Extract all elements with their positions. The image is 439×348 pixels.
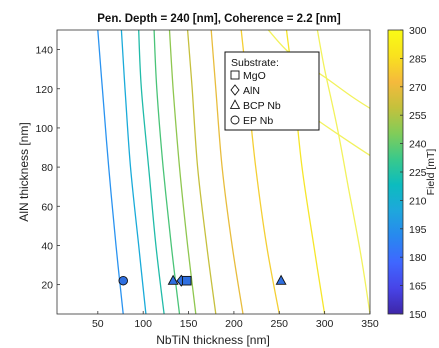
legend-label: BCP Nb xyxy=(243,100,281,112)
data-markers xyxy=(118,274,287,287)
plot-area xyxy=(57,30,370,314)
legend-title: Substrate: xyxy=(231,57,279,69)
contour-line-298 xyxy=(267,30,370,109)
y-tick-label: 20 xyxy=(41,280,53,292)
colorbar-tick-label: 195 xyxy=(409,224,427,236)
colorbar-tick-label: 240 xyxy=(409,139,427,151)
contour-line-255 xyxy=(210,30,244,314)
legend-marker-triangle xyxy=(229,99,241,109)
marker-bcp-nb-1 xyxy=(167,274,179,285)
x-axis-label: NbTiN thickness [nm] xyxy=(156,333,270,347)
colorbar-tick-label: 285 xyxy=(409,53,427,65)
colorbar-label: Field [mT] xyxy=(425,149,437,196)
contour-line-165 xyxy=(97,30,124,314)
y-axis-label: AlN thickness [nm] xyxy=(17,122,31,221)
legend-entries: MgO AlN BCP Nb EP Nb xyxy=(229,70,281,127)
legend-label: AlN xyxy=(243,85,260,97)
x-axis-ticks: 50 100 150 200 250 300 350 xyxy=(92,311,379,330)
x-tick-label: 50 xyxy=(92,318,104,330)
contour-line-225 xyxy=(168,30,197,314)
x-tick-label: 200 xyxy=(225,318,243,330)
marker-bcp-nb-4 xyxy=(275,274,287,285)
contour-line-240 xyxy=(186,30,217,314)
contour-line-210 xyxy=(153,30,181,314)
x-tick-label: 100 xyxy=(134,318,152,330)
y-tick-label: 120 xyxy=(35,84,53,96)
colorbar-tick-label: 180 xyxy=(409,252,427,264)
colorbar-tick-label: 225 xyxy=(409,167,427,179)
x-tick-label: 250 xyxy=(271,318,289,330)
marker-ep-nb-0 xyxy=(118,275,128,286)
y-tick-label: 100 xyxy=(35,123,53,135)
contour-line-195 xyxy=(138,30,165,314)
colorbar-tick-label: 210 xyxy=(409,195,427,207)
y-tick-label: 140 xyxy=(35,45,53,57)
plot-frame xyxy=(56,29,371,315)
y-tick-label: 80 xyxy=(41,162,53,174)
contour-line-295 xyxy=(316,30,370,314)
legend-marker-circle xyxy=(230,115,240,125)
legend-label: MgO xyxy=(243,70,266,82)
legend-marker-diamond xyxy=(230,84,240,96)
x-tick-label: 150 xyxy=(180,318,198,330)
legend-label: EP Nb xyxy=(243,115,273,127)
colorbar-tick-label: 270 xyxy=(409,82,427,94)
x-tick-label: 300 xyxy=(316,318,334,330)
contour-line-180 xyxy=(120,30,147,314)
legend: Substrate: MgO AlN BCP Nb EP Nb xyxy=(224,51,320,131)
x-tick-label: 350 xyxy=(361,318,379,330)
marker-mgo-3 xyxy=(181,275,192,286)
y-axis-ticks: 20 40 60 80 100 120 140 xyxy=(35,45,60,292)
legend-box xyxy=(224,51,320,131)
chart-title: Pen. Depth = 240 [nm], Coherence = 2.2 [… xyxy=(97,13,341,25)
colorbar-tick-label: 255 xyxy=(409,110,427,122)
y-tick-label: 60 xyxy=(41,201,53,213)
colorbar-tick-label: 165 xyxy=(409,281,427,293)
legend-marker-square xyxy=(230,70,240,80)
y-tick-label: 40 xyxy=(41,240,53,252)
colorbar-ticks: 150 165 180 195 210 225 240 255 270 285 300 xyxy=(400,25,427,321)
colorbar-tick-label: 150 xyxy=(409,309,427,321)
colorbar-tick-label: 300 xyxy=(409,25,427,37)
